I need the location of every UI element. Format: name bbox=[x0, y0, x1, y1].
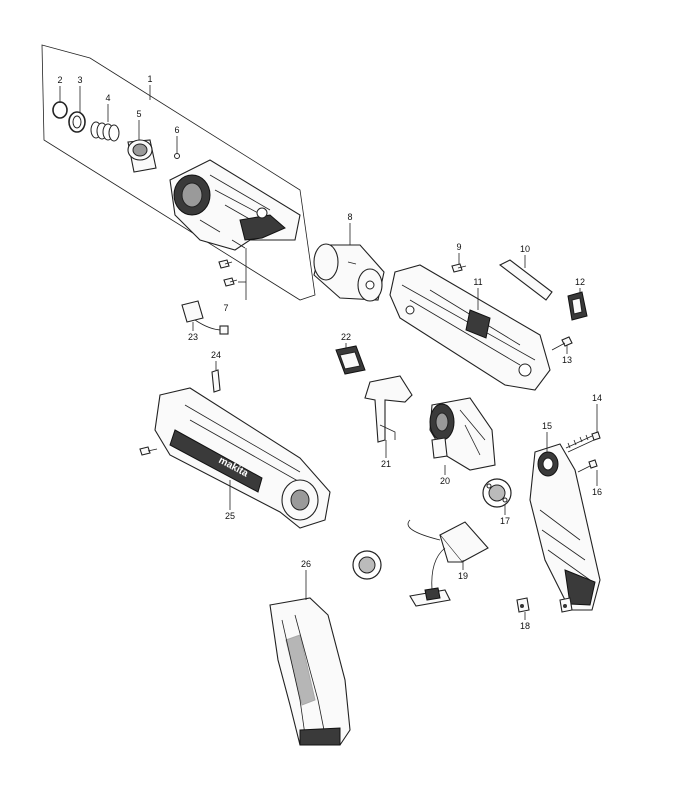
callout-20: 20 bbox=[440, 476, 450, 486]
callout-6: 6 bbox=[174, 125, 179, 135]
callout-18: 18 bbox=[520, 621, 530, 631]
part-8-motor bbox=[313, 243, 385, 302]
part-7-screws bbox=[218, 259, 238, 287]
callout-13: 13 bbox=[562, 355, 572, 365]
callout-10: 10 bbox=[520, 244, 530, 254]
callout-9: 9 bbox=[456, 242, 461, 252]
part-plate-left bbox=[352, 550, 382, 580]
part-15-housing-rear bbox=[529, 443, 601, 611]
part-4-spring bbox=[90, 121, 120, 142]
callout-16: 16 bbox=[592, 487, 602, 497]
callout-15: 15 bbox=[542, 421, 552, 431]
callout-labels: 1 2 3 4 5 6 7 8 9 10 11 12 13 14 15 16 1… bbox=[57, 74, 602, 631]
part-12-lever bbox=[567, 291, 588, 321]
callout-2: 2 bbox=[57, 75, 62, 85]
part-1-gear-housing-assembly bbox=[169, 159, 301, 251]
callout-8: 8 bbox=[347, 212, 352, 222]
part-22-switch-button bbox=[335, 345, 366, 375]
callout-5: 5 bbox=[136, 109, 141, 119]
callout-1: 1 bbox=[147, 74, 152, 84]
callout-22: 22 bbox=[341, 332, 351, 342]
part-26-grip bbox=[269, 597, 351, 746]
callout-26: 26 bbox=[301, 559, 311, 569]
part-25-screw bbox=[139, 446, 158, 456]
callout-3: 3 bbox=[77, 75, 82, 85]
callout-14: 14 bbox=[592, 393, 602, 403]
part-24-contact bbox=[211, 369, 221, 393]
part-16-screw bbox=[577, 459, 598, 473]
callout-21: 21 bbox=[381, 459, 391, 469]
callout-24: 24 bbox=[211, 350, 221, 360]
part-14-long-screw bbox=[565, 431, 601, 453]
callout-23: 23 bbox=[188, 332, 198, 342]
part-19-cable-assembly bbox=[407, 519, 489, 607]
part-10-name-plate bbox=[498, 259, 553, 301]
part-5-sleeve bbox=[127, 139, 157, 173]
callout-17: 17 bbox=[500, 516, 510, 526]
callout-4: 4 bbox=[105, 93, 110, 103]
callout-11: 11 bbox=[473, 277, 482, 287]
part-17-plate bbox=[482, 478, 512, 508]
part-3-washer bbox=[68, 111, 86, 133]
part-2-retaining-ring bbox=[52, 101, 68, 119]
part-18-nuts bbox=[516, 597, 573, 613]
part-6-steel-ball bbox=[174, 153, 180, 159]
part-25-housing-left: makita bbox=[154, 387, 331, 529]
part-21-clip bbox=[364, 375, 413, 443]
part-20-switch bbox=[429, 397, 496, 471]
leader-lines bbox=[59, 85, 598, 620]
part-23-terminal-lead bbox=[181, 300, 229, 335]
callout-19: 19 bbox=[458, 571, 468, 581]
assembly-group-outline bbox=[41, 44, 316, 301]
part-11-housing-upper bbox=[389, 264, 551, 391]
part-9-screw bbox=[451, 263, 467, 273]
callout-7: 7 bbox=[223, 303, 228, 313]
callout-25: 25 bbox=[225, 511, 235, 521]
part-13-screw bbox=[551, 336, 573, 351]
callout-12: 12 bbox=[575, 277, 585, 287]
